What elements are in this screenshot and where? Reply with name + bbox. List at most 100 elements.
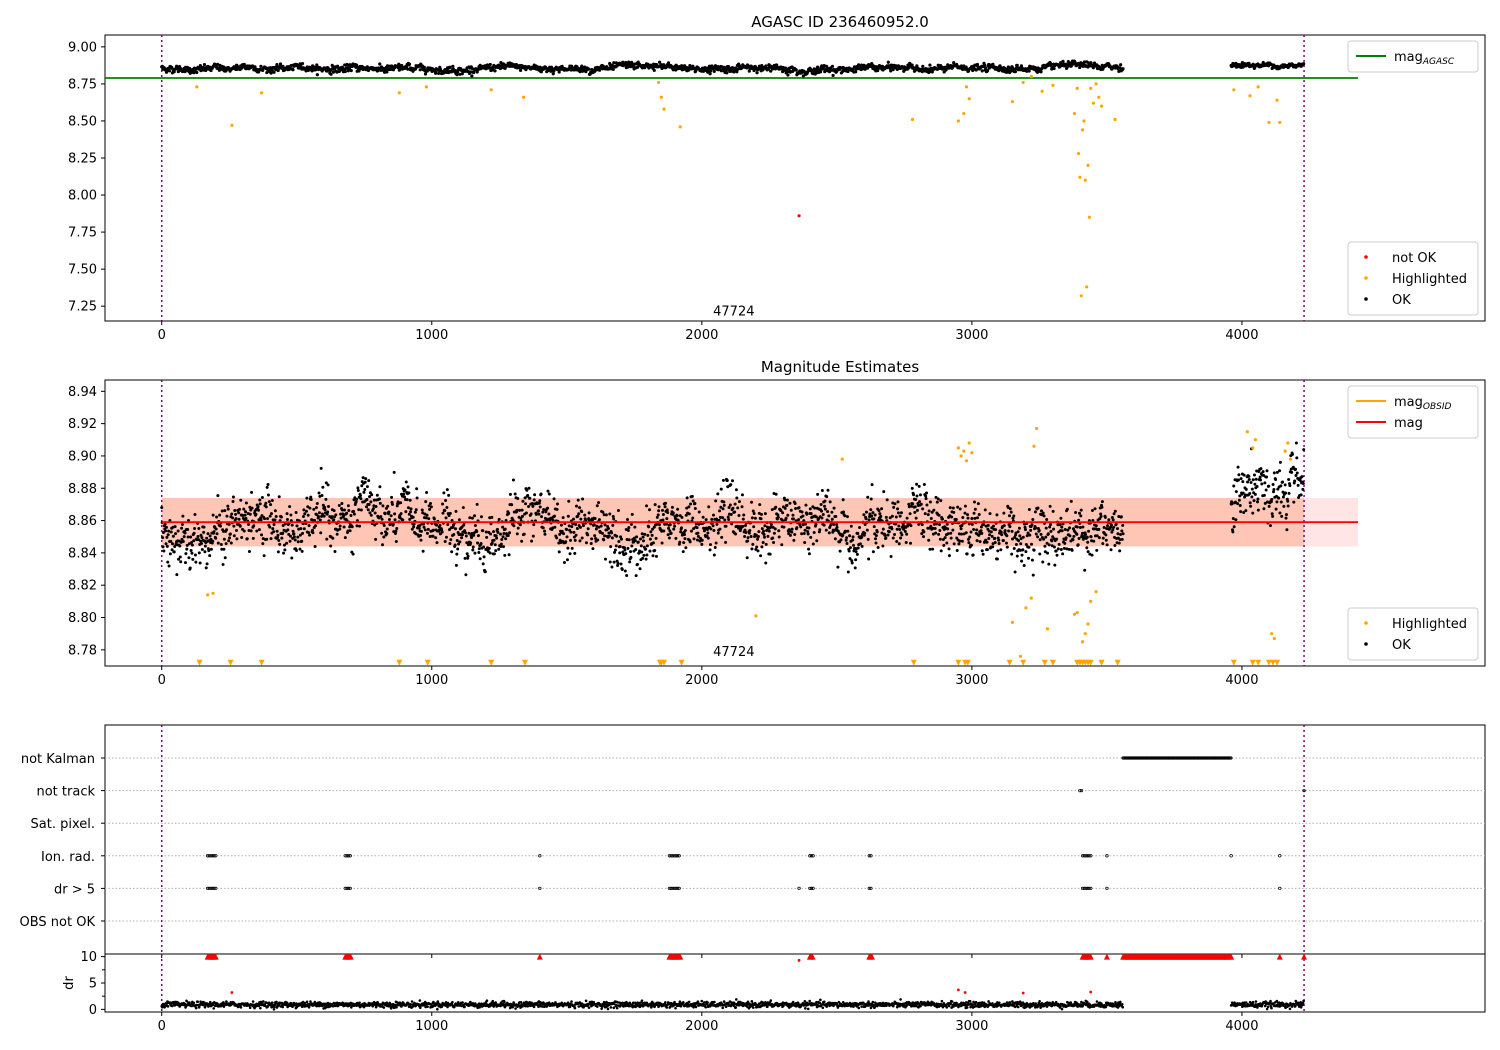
point-ok [819, 503, 823, 507]
point-ok [905, 532, 909, 536]
point-ok [785, 498, 789, 502]
point-ok [267, 500, 271, 504]
point-ok [205, 536, 209, 540]
point-ok [1061, 552, 1065, 556]
point-ok [925, 491, 929, 495]
point-ok [1095, 548, 1099, 552]
point-ok [750, 547, 754, 551]
point-ok [342, 508, 346, 512]
point-ok [268, 514, 272, 518]
point-ok [982, 63, 987, 67]
point-ok [617, 540, 621, 544]
point-ok [445, 488, 449, 492]
point-ok [1036, 535, 1040, 539]
point-ok [369, 513, 373, 517]
point-ok [1262, 507, 1266, 511]
point-ok [1281, 495, 1285, 499]
point-ok [867, 518, 871, 522]
point-ok [533, 493, 537, 497]
point-ok [633, 539, 637, 543]
point-ok [809, 512, 813, 516]
point-lower-limit [1114, 659, 1121, 666]
point-ok [887, 530, 891, 534]
point-ok [638, 567, 642, 571]
point-ok [975, 539, 979, 543]
point-ok [531, 534, 535, 538]
point-ok [1045, 517, 1049, 521]
point-ok [1270, 512, 1274, 516]
point-dr [194, 1006, 198, 1010]
point-ok [1120, 529, 1124, 533]
point-highlighted [521, 95, 526, 99]
point-ok [494, 549, 498, 553]
point-ok [1016, 530, 1020, 534]
point-ok [661, 508, 665, 512]
legend-box [1347, 241, 1479, 316]
point-ok [1044, 535, 1048, 539]
point-ok [317, 511, 321, 515]
point-ok [1081, 531, 1085, 535]
point-dr [272, 1007, 276, 1011]
point-ok [1114, 522, 1118, 526]
point-ok [564, 540, 568, 544]
point-ok [190, 541, 194, 545]
point-ok [172, 550, 176, 554]
point-ok [164, 542, 168, 546]
point-ok [464, 573, 468, 577]
point-ok [307, 524, 311, 528]
point-ok [643, 532, 647, 536]
point-ok [853, 566, 857, 570]
point-ok [343, 536, 347, 540]
point-ok [915, 494, 919, 498]
point-ok [276, 536, 280, 540]
point-ok [810, 68, 814, 72]
point-ok [971, 553, 975, 557]
point-ok [854, 558, 858, 562]
point-ok [820, 509, 824, 513]
point-dr [305, 1000, 309, 1004]
point-ok [473, 514, 477, 518]
point-ok [915, 482, 919, 486]
point-ok [570, 525, 574, 529]
point-ok [415, 487, 419, 491]
point-ok [577, 512, 581, 516]
point-ok [649, 530, 653, 534]
point-ok [364, 477, 368, 481]
point-ok [1054, 549, 1058, 553]
point-ok [870, 514, 874, 518]
point-ok [408, 517, 412, 521]
point-ok [189, 549, 193, 553]
point-ok [465, 552, 469, 556]
point-dr [190, 1004, 194, 1008]
point-ok [180, 526, 184, 530]
point-ok [826, 510, 830, 514]
point-ok [827, 514, 831, 518]
point-ok [488, 62, 492, 67]
point-ok [174, 532, 178, 536]
point-ok [380, 517, 384, 521]
point-ok [993, 536, 997, 540]
point-ok [763, 524, 767, 528]
point-highlighted [1029, 74, 1033, 79]
point-ok [1252, 473, 1256, 477]
point-ok [747, 531, 751, 535]
point-highlighted [230, 123, 234, 127]
point-ok [243, 513, 247, 517]
point-ok [188, 66, 192, 71]
point-ok [1256, 497, 1260, 501]
x-tick-label: 2000 [685, 673, 718, 688]
point-ok [627, 526, 631, 530]
point-ok [387, 510, 391, 514]
point-ok [1260, 482, 1264, 486]
point-ok [262, 554, 266, 558]
point-ok [955, 549, 959, 553]
point-ok [676, 507, 680, 511]
point-ok [403, 495, 407, 499]
point-ok [675, 514, 679, 518]
point-ok [278, 542, 282, 546]
point-highlighted [1256, 85, 1260, 89]
point-ok [186, 528, 190, 532]
point-lower-limit [1274, 659, 1281, 666]
point-ok [1047, 562, 1051, 566]
point-ok [1239, 510, 1243, 514]
